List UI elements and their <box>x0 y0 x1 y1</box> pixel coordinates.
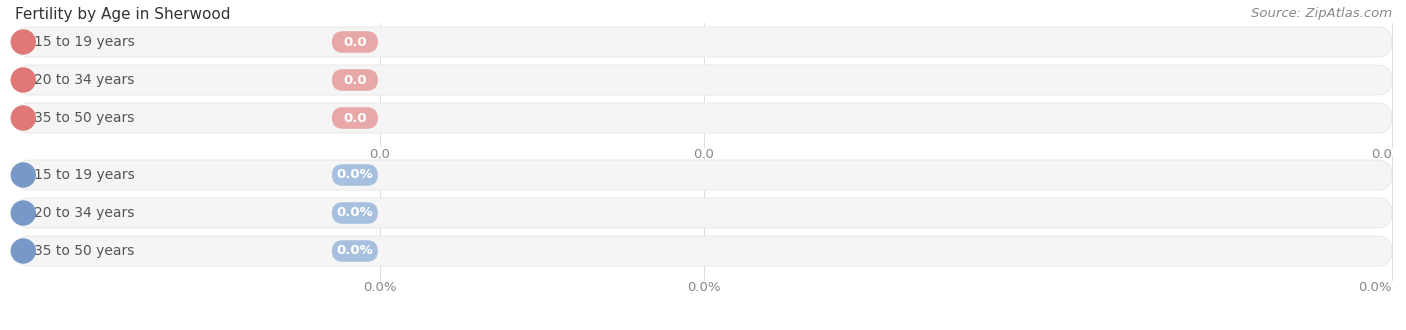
Text: 15 to 19 years: 15 to 19 years <box>34 35 135 49</box>
Text: 0.0: 0.0 <box>343 74 367 86</box>
FancyBboxPatch shape <box>332 164 378 186</box>
Text: 0.0: 0.0 <box>343 112 367 124</box>
Text: 20 to 34 years: 20 to 34 years <box>34 73 134 87</box>
FancyBboxPatch shape <box>15 160 1392 190</box>
Circle shape <box>11 30 35 54</box>
Circle shape <box>11 163 35 187</box>
Text: 35 to 50 years: 35 to 50 years <box>34 111 134 125</box>
FancyBboxPatch shape <box>332 107 378 129</box>
FancyBboxPatch shape <box>332 31 378 53</box>
FancyBboxPatch shape <box>15 103 1392 133</box>
Text: 0.0: 0.0 <box>343 36 367 49</box>
Text: 0.0%: 0.0% <box>363 281 396 294</box>
Text: 0.0: 0.0 <box>693 148 714 161</box>
Text: 0.0%: 0.0% <box>336 207 373 219</box>
Text: 0.0%: 0.0% <box>686 281 720 294</box>
Text: 0.0%: 0.0% <box>336 169 373 182</box>
FancyBboxPatch shape <box>15 65 1392 95</box>
Circle shape <box>11 106 35 130</box>
FancyBboxPatch shape <box>15 198 1392 228</box>
Circle shape <box>11 239 35 263</box>
FancyBboxPatch shape <box>15 236 1392 266</box>
FancyBboxPatch shape <box>332 69 378 91</box>
Text: 0.0%: 0.0% <box>336 245 373 257</box>
Circle shape <box>11 68 35 92</box>
Text: Fertility by Age in Sherwood: Fertility by Age in Sherwood <box>15 7 231 22</box>
Text: 0.0: 0.0 <box>1371 148 1392 161</box>
FancyBboxPatch shape <box>15 27 1392 57</box>
Text: 0.0: 0.0 <box>370 148 391 161</box>
Text: Source: ZipAtlas.com: Source: ZipAtlas.com <box>1251 7 1392 20</box>
Circle shape <box>11 201 35 225</box>
FancyBboxPatch shape <box>332 240 378 262</box>
Text: 35 to 50 years: 35 to 50 years <box>34 244 134 258</box>
Text: 0.0%: 0.0% <box>1358 281 1392 294</box>
FancyBboxPatch shape <box>332 202 378 224</box>
Text: 20 to 34 years: 20 to 34 years <box>34 206 134 220</box>
Text: 15 to 19 years: 15 to 19 years <box>34 168 135 182</box>
